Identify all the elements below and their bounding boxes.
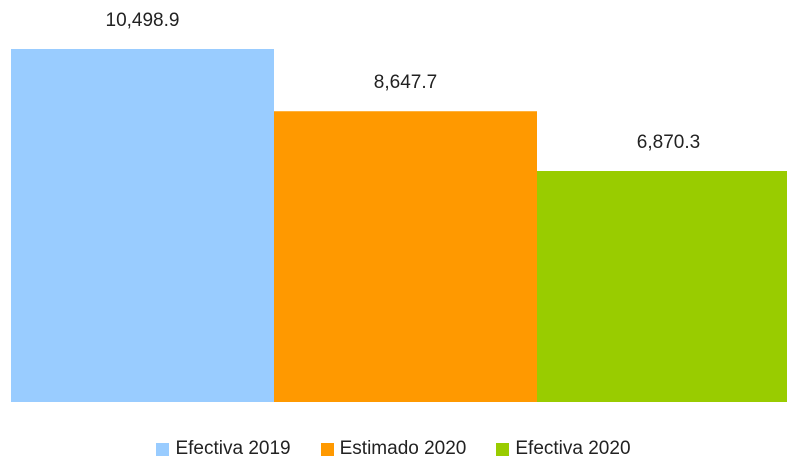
legend-swatch-2: [496, 442, 510, 456]
legend-label-0: Efectiva 2019: [175, 438, 291, 459]
legend-item-0: Efectiva 2019: [156, 438, 291, 460]
legend-label-1: Estimado 2020: [339, 438, 467, 459]
data-label-2: 6,870.3: [637, 132, 700, 153]
legend-item-1: Estimado 2020: [320, 438, 467, 460]
legend-label-2: Efectiva 2020: [515, 438, 631, 459]
data-label-0: 10,498.9: [106, 10, 180, 31]
bar-0: [11, 49, 274, 402]
data-label-1: 8,647.7: [374, 72, 437, 93]
legend-item-2: Efectiva 2020: [496, 438, 631, 460]
bar-2: [537, 171, 787, 402]
legend-swatch-0: [156, 442, 170, 456]
bar-1: [274, 111, 537, 403]
legend-swatch-1: [320, 442, 334, 456]
chart-legend: Efectiva 2019 Estimado 2020 Efectiva 202…: [0, 438, 787, 460]
